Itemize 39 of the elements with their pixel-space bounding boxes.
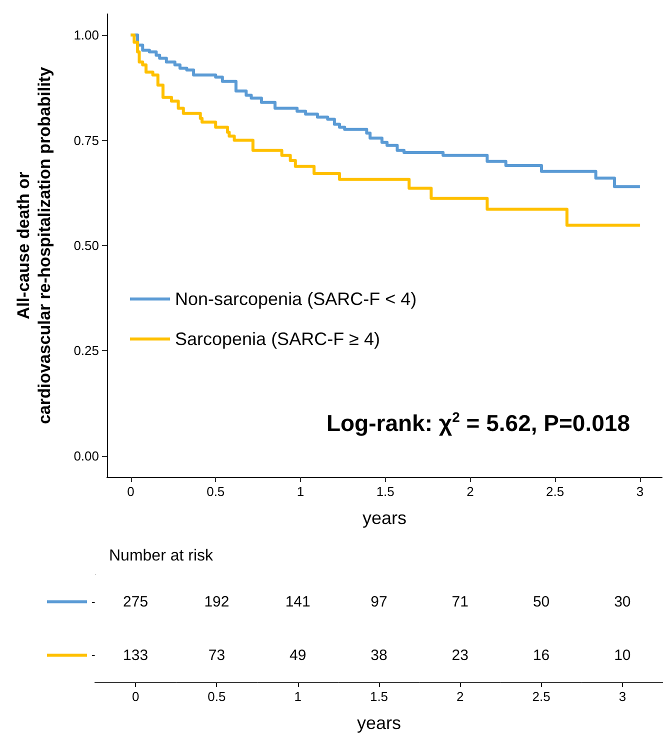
data-label: 73 xyxy=(208,646,226,664)
y-tick-label: 1.00 xyxy=(74,28,99,43)
data-label: 133 xyxy=(123,646,148,664)
x-tick-label: 1 xyxy=(294,689,302,704)
y-tick-label: 0.00 xyxy=(74,448,99,464)
x-tick-label: 0.5 xyxy=(208,689,226,704)
data-label: 30 xyxy=(614,593,631,610)
data-label: 49 xyxy=(290,646,306,664)
x-tick-label: 2 xyxy=(456,689,464,704)
chart-title: Number at risk xyxy=(109,548,214,564)
x-tick-label: 2.5 xyxy=(532,689,550,704)
x-tick-label: 0 xyxy=(127,484,134,499)
data-label: 38 xyxy=(370,646,388,664)
data-label: 10 xyxy=(614,646,631,664)
legend-label: Sarcopenia (SARC-F ≥ 4) xyxy=(175,329,380,349)
x-axis-title: years xyxy=(362,508,407,528)
data-label: 71 xyxy=(452,593,468,610)
data-label: 275 xyxy=(123,593,148,610)
data-label: 141 xyxy=(285,593,310,610)
x-tick-label: 1.5 xyxy=(370,689,388,704)
x-tick-label: 0 xyxy=(132,689,140,704)
x-tick-label: 3 xyxy=(636,484,644,499)
x-tick-label: 1.5 xyxy=(376,484,394,499)
x-tick-label: 3 xyxy=(618,689,626,704)
x-tick-label: 1 xyxy=(296,484,304,499)
legend-label: Non-sarcopenia (SARC-F < 4) xyxy=(175,289,417,309)
data-label: 16 xyxy=(532,646,550,664)
data-label: 50 xyxy=(532,593,550,610)
x-tick-label: 0.5 xyxy=(206,484,225,499)
data-label: 23 xyxy=(452,646,468,664)
y-axis-title: All-cause death or cardiovascular re-hospitalization probability xyxy=(14,66,54,424)
y-tick-label: 0.75 xyxy=(74,132,99,148)
x-tick-label: 2.5 xyxy=(546,484,564,499)
x-axis-title: years xyxy=(356,713,402,733)
y-tick-label: 0.25 xyxy=(74,343,99,358)
x-tick-label: 2 xyxy=(466,484,474,499)
data-label: 97 xyxy=(370,593,388,610)
data-label: 192 xyxy=(204,593,230,610)
y-tick-label: 0.50 xyxy=(74,238,99,253)
